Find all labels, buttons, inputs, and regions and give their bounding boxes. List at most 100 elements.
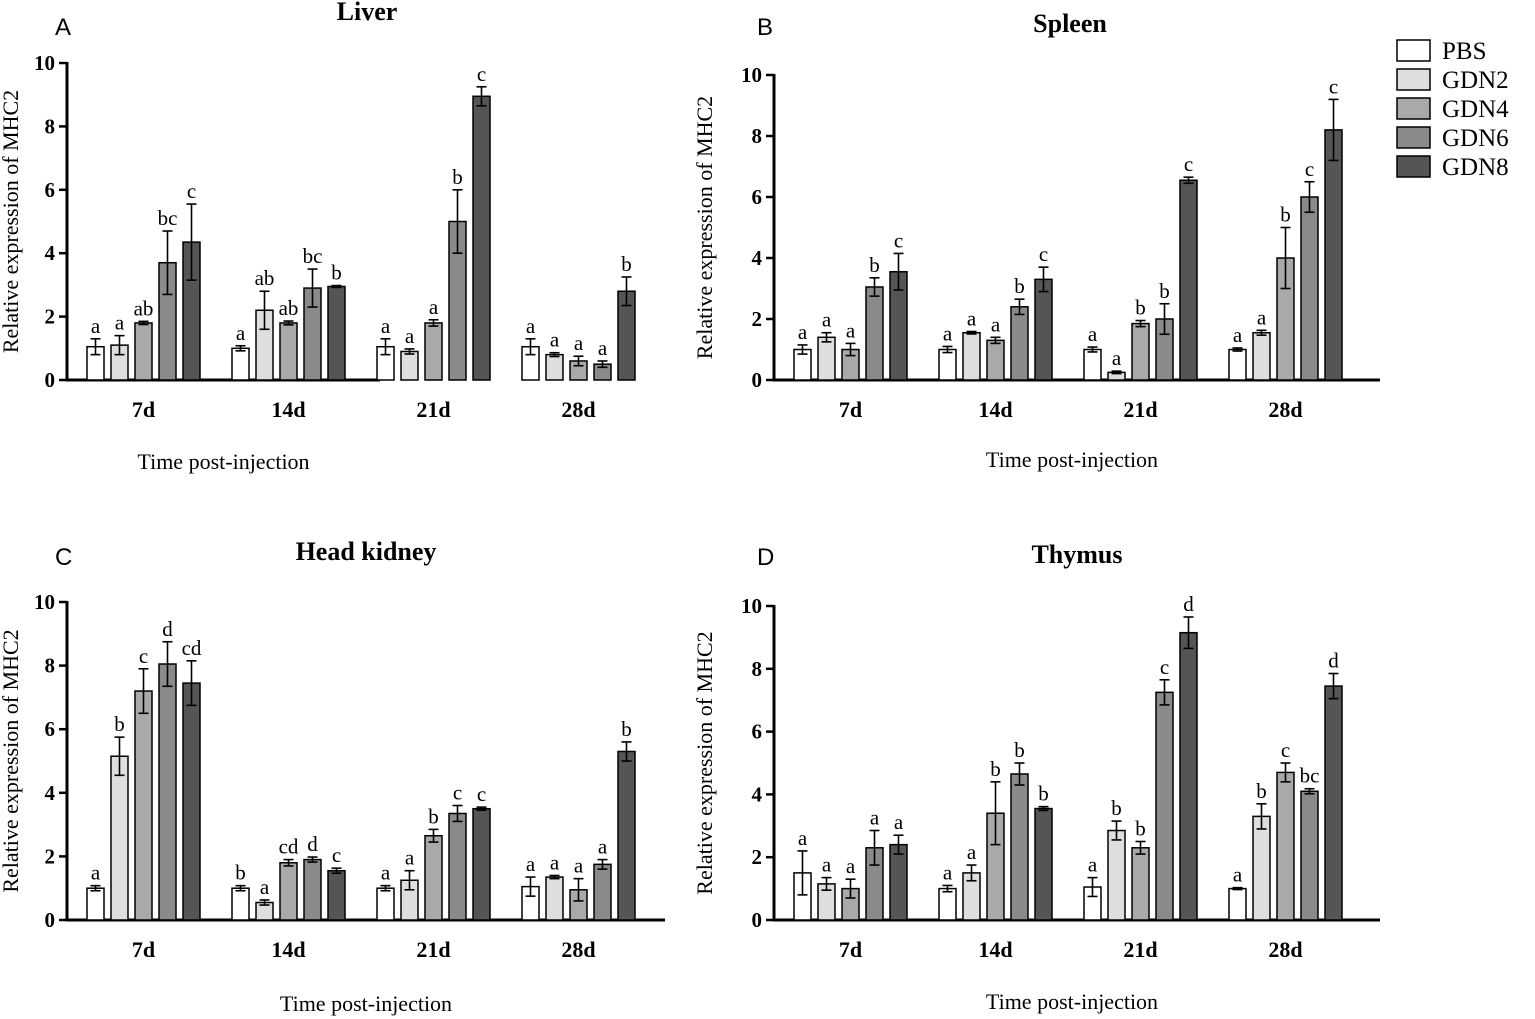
significance-label: a — [1088, 853, 1098, 877]
legend-label-pbs: PBS — [1442, 38, 1486, 65]
bar-gdn4-7d — [134, 322, 153, 381]
significance-label: a — [798, 826, 808, 850]
x-axis-title: Time post-injection — [986, 447, 1158, 472]
panel-title: Head kidney — [296, 537, 437, 566]
significance-label: ab — [255, 266, 275, 290]
x-category-label: 14d — [271, 937, 305, 962]
significance-label: b — [331, 261, 342, 285]
significance-label: a — [798, 320, 808, 344]
y-tick-label: 4 — [752, 782, 763, 806]
significance-label: a — [967, 840, 977, 864]
significance-label: a — [943, 321, 953, 345]
bar-pbs-14d — [231, 887, 250, 921]
significance-label: bc — [1300, 764, 1320, 788]
bar-gdn6-7d — [865, 286, 884, 381]
bar-gdn8-7d — [889, 843, 908, 921]
significance-label: a — [943, 860, 953, 884]
x-axis-title: Time post-injection — [280, 991, 452, 1016]
significance-label: a — [91, 314, 101, 338]
x-category-label: 21d — [1123, 937, 1157, 962]
bar-gdn2-14d — [962, 331, 981, 381]
significance-label: b — [1280, 203, 1291, 227]
significance-label: b — [1135, 296, 1146, 320]
bar-gdn2-28d — [545, 353, 564, 381]
y-tick-label: 2 — [752, 845, 763, 869]
significance-label: a — [574, 331, 584, 355]
y-tick-label: 2 — [45, 844, 56, 868]
bar-gdn4-28d — [1276, 771, 1295, 921]
bar-gdn4-21d — [424, 322, 443, 381]
legend-label-gdn6: GDN6 — [1442, 125, 1509, 152]
bar-pbs-14d — [231, 347, 250, 381]
bar-pbs-21d — [376, 887, 395, 921]
significance-label: b — [428, 804, 439, 828]
significance-label: b — [990, 757, 1001, 781]
significance-label: a — [1233, 323, 1243, 347]
significance-label: ab — [279, 296, 299, 320]
significance-label: a — [115, 311, 125, 335]
significance-label: a — [260, 875, 270, 899]
legend-swatch-gdn4 — [1396, 97, 1431, 120]
significance-label: c — [1160, 655, 1169, 679]
bar-gdn8-14d — [1034, 807, 1053, 921]
bar-gdn8-14d — [1034, 278, 1053, 381]
y-axis-title: Relative expression of MHC2 — [0, 90, 23, 353]
significance-label: c — [332, 843, 341, 867]
bar-gdn4-14d — [986, 339, 1005, 381]
bar-gdn4-7d — [134, 690, 153, 921]
bar-gdn8-21d — [472, 807, 491, 921]
bar-gdn4-21d — [1131, 847, 1150, 921]
legend-swatch-gdn6 — [1396, 126, 1431, 149]
bar-pbs-28d — [1228, 887, 1247, 921]
x-category-label: 28d — [1268, 937, 1302, 962]
significance-label: b — [1135, 817, 1146, 841]
panel-letter: C — [55, 544, 72, 571]
panel-c: C Head kidney 0 2 4 6 8 10 Relative expression o… — [0, 537, 665, 1016]
y-tick-label: 6 — [752, 720, 763, 744]
significance-label: ab — [134, 296, 154, 320]
significance-label: c — [1305, 157, 1314, 181]
panel-title: Liver — [337, 0, 398, 26]
legend-label-gdn8: GDN8 — [1442, 154, 1509, 181]
significance-label: b — [869, 253, 880, 277]
y-tick-label: 4 — [752, 246, 763, 270]
x-category-label: 28d — [561, 397, 595, 422]
significance-label: c — [1039, 242, 1048, 266]
significance-label: b — [1038, 782, 1049, 806]
bar-gdn8-28d — [1324, 129, 1343, 381]
significance-label: a — [526, 852, 536, 876]
y-tick-label: 2 — [45, 305, 56, 329]
bar-gdn8-7d — [182, 682, 201, 921]
significance-label: b — [1014, 738, 1025, 762]
bar-gdn2-7d — [817, 336, 836, 381]
bar-gdn8-21d — [1179, 179, 1198, 381]
panel-title: Thymus — [1031, 540, 1122, 569]
significance-label: a — [526, 314, 536, 338]
y-tick-label: 6 — [45, 717, 56, 741]
y-tick-label: 0 — [45, 368, 56, 392]
x-category-label: 7d — [839, 937, 862, 962]
significance-label: b — [621, 252, 632, 276]
bar-pbs-28d — [1228, 348, 1247, 381]
y-tick-label: 0 — [752, 368, 763, 392]
significance-label: a — [91, 861, 101, 885]
significance-label: a — [991, 312, 1001, 336]
y-axis-title: Relative expression of MHC2 — [692, 96, 717, 359]
significance-label: c — [453, 781, 462, 805]
y-tick-label: 10 — [34, 590, 55, 614]
significance-label: a — [1088, 322, 1098, 346]
x-category-label: 7d — [132, 397, 155, 422]
panel-b: B Spleen 0 2 4 6 8 10 Relative expression of MHC… — [692, 9, 1380, 472]
significance-label: a — [846, 318, 856, 342]
x-axis-title: Time post-injection — [986, 989, 1158, 1014]
y-tick-label: 8 — [752, 657, 763, 681]
legend-swatch-gdn8 — [1396, 155, 1431, 178]
significance-label: b — [1014, 274, 1025, 298]
significance-label: c — [187, 179, 196, 203]
bar-gdn6-14d — [303, 858, 322, 921]
significance-label: a — [967, 307, 977, 331]
x-category-label: 28d — [1268, 397, 1302, 422]
significance-label: b — [621, 717, 632, 741]
